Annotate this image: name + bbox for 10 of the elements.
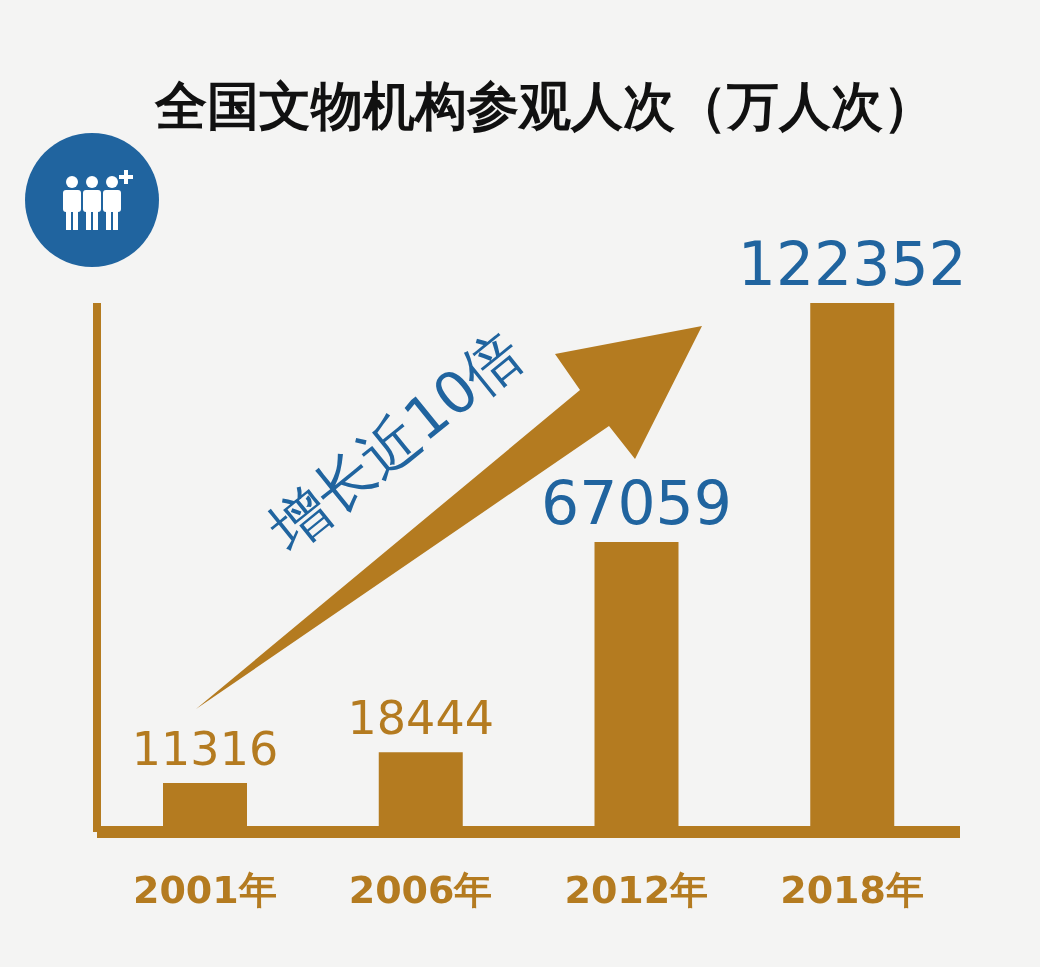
x-tick-label: 2006年 — [348, 867, 493, 912]
x-tick-label: 2001年 — [132, 867, 277, 912]
data-label: 122352 — [737, 229, 967, 299]
data-label: 67059 — [541, 468, 732, 539]
annotation: 增长近10倍 — [255, 318, 537, 564]
data-label: 11316 — [131, 722, 279, 777]
x-tick-label: 2018年 — [780, 867, 925, 912]
chart-title: 全国文物机构参观人次（万人次） — [155, 75, 935, 138]
x-tick-label: 2012年 — [564, 867, 709, 912]
data-label: 18444 — [347, 691, 494, 746]
